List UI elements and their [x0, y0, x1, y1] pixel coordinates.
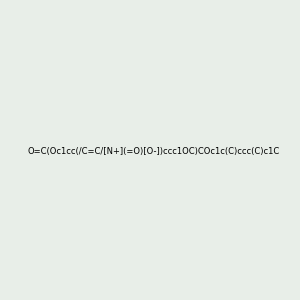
- Text: O=C(Oc1cc(/C=C/[N+](=O)[O-])ccc1OC)COc1c(C)ccc(C)c1C: O=C(Oc1cc(/C=C/[N+](=O)[O-])ccc1OC)COc1c…: [28, 147, 280, 156]
